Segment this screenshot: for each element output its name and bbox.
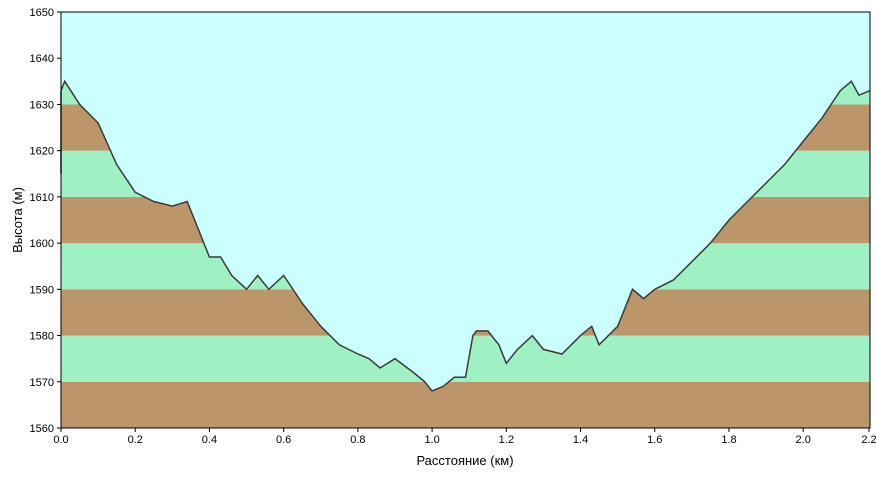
x-tick-label: 0.2 xyxy=(128,434,143,446)
elevation-band xyxy=(61,381,870,428)
y-tick-label: 1630 xyxy=(30,99,54,111)
y-axis-ticks: 1560 1570 1580 1590 1600 1610 1620 1630 1640 1650 xyxy=(30,7,61,435)
x-tick-label: 0.4 xyxy=(202,434,217,446)
x-tick-label: 2.0 xyxy=(796,434,811,446)
y-tick-label: 1570 xyxy=(30,377,54,389)
sky-area xyxy=(61,12,870,391)
x-tick-label: 1.6 xyxy=(647,434,662,446)
x-axis-title: Расстояние (км) xyxy=(416,453,513,468)
y-tick-label: 1620 xyxy=(30,146,54,158)
x-tick-label: 1.0 xyxy=(424,434,439,446)
x-tick-label: 1.8 xyxy=(721,434,736,446)
y-tick-label: 1640 xyxy=(30,53,54,65)
x-tick-label: 0.8 xyxy=(350,434,365,446)
y-tick-label: 1600 xyxy=(30,238,54,250)
elevation-profile-line xyxy=(60,79,871,392)
x-tick-label: 0.6 xyxy=(276,434,291,446)
y-tick-label: 1560 xyxy=(30,423,54,435)
x-tick-label: 2.2 xyxy=(861,434,876,446)
x-tick-label: 1.4 xyxy=(573,434,588,446)
y-tick-label: 1650 xyxy=(30,7,54,19)
y-tick-label: 1590 xyxy=(30,284,54,296)
x-axis-ticks: 0.0 0.2 0.4 0.6 0.8 1.0 1.2 1.4 1.6 1.8 2.0 2.2 xyxy=(53,428,876,446)
y-tick-label: 1580 xyxy=(30,331,54,343)
x-tick-label: 0.0 xyxy=(53,434,68,446)
plot-frame xyxy=(60,11,871,429)
y-axis-title: Высота (м) xyxy=(10,187,25,253)
x-tick-label: 1.2 xyxy=(499,434,514,446)
y-tick-label: 1610 xyxy=(30,192,54,204)
